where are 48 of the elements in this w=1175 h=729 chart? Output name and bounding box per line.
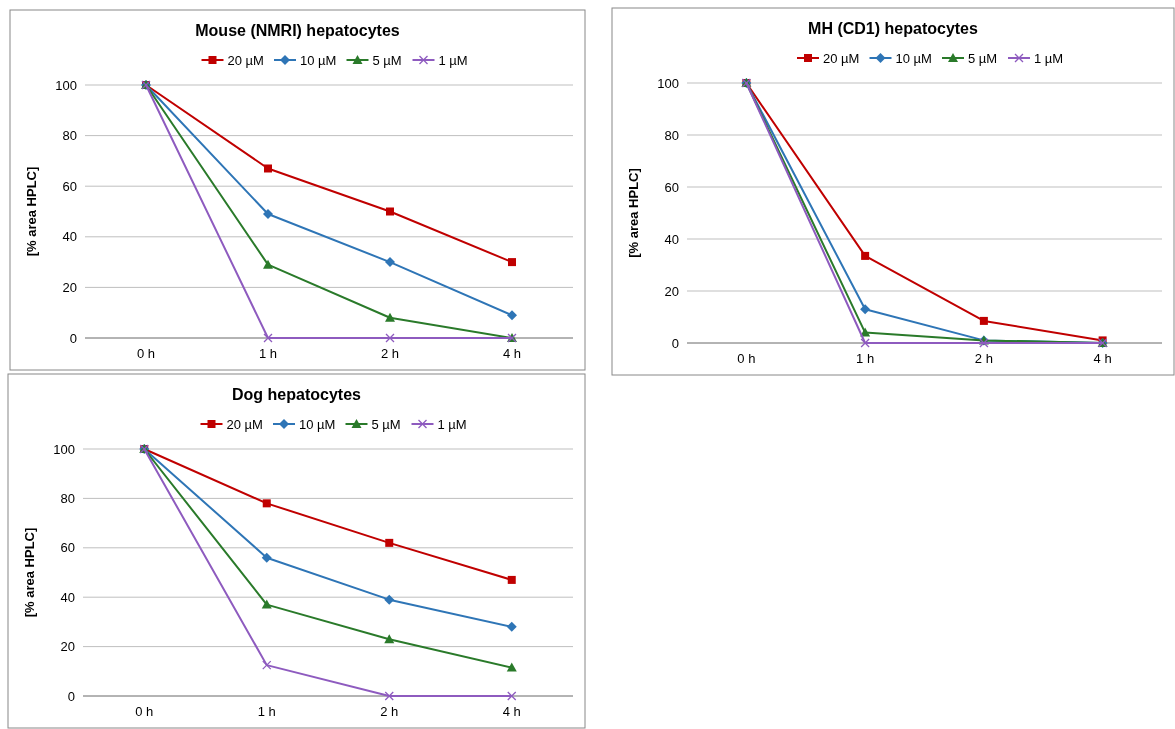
legend-label: 20 µM xyxy=(823,50,860,66)
y-tick-label: 40 xyxy=(60,589,75,605)
y-tick-label: 60 xyxy=(60,540,75,556)
y-axis-title: [% area HPLC] xyxy=(22,527,37,618)
legend-label: 5 µM xyxy=(968,50,998,66)
y-tick-label: 100 xyxy=(55,77,77,93)
x-tick-label: 0 h xyxy=(136,346,156,361)
legend-label: 20 µM xyxy=(227,52,264,68)
y-tick-label: 0 xyxy=(67,688,75,704)
y-tick-label: 60 xyxy=(62,178,77,194)
legend-label: 20 µM xyxy=(226,416,263,432)
legend-label: 10 µM xyxy=(300,52,337,68)
legend-label: 1 µM xyxy=(438,52,468,68)
chart-title: MH (CD1) hepatocytes xyxy=(808,20,978,37)
x-tick-label: 1 h xyxy=(258,346,278,361)
legend-label: 10 µM xyxy=(895,50,932,66)
x-tick-label: 1 h xyxy=(856,351,875,366)
y-tick-label: 0 xyxy=(671,335,679,351)
chart-title: Mouse (NMRI) hepatocytes xyxy=(195,22,400,39)
y-tick-label: 20 xyxy=(62,279,77,295)
y-tick-label: 40 xyxy=(664,231,679,247)
x-tick-label: 2 h xyxy=(380,346,400,361)
x-tick-label: 4 h xyxy=(502,704,521,719)
y-tick-label: 80 xyxy=(62,128,77,144)
legend-label: 1 µM xyxy=(437,416,467,432)
y-axis-title: [% area HPLC] xyxy=(24,166,39,257)
y-tick-label: 0 xyxy=(69,330,77,346)
x-tick-label: 1 h xyxy=(257,704,276,719)
y-tick-label: 40 xyxy=(62,229,77,245)
y-axis-title: [% area HPLC] xyxy=(626,168,641,258)
x-tick-label: 4 h xyxy=(502,346,522,361)
y-tick-label: 100 xyxy=(657,75,679,91)
y-tick-label: 80 xyxy=(60,490,75,506)
y-tick-label: 20 xyxy=(664,283,679,299)
x-tick-label: 4 h xyxy=(1093,351,1112,366)
x-tick-label: 0 h xyxy=(135,704,154,719)
x-tick-label: 2 h xyxy=(380,704,399,719)
chart-title: Dog hepatocytes xyxy=(232,386,362,403)
y-tick-label: 100 xyxy=(53,441,75,457)
legend-label: 5 µM xyxy=(371,416,401,432)
x-tick-label: 0 h xyxy=(737,351,756,366)
y-tick-label: 20 xyxy=(60,639,75,655)
y-tick-label: 60 xyxy=(664,179,679,195)
legend-label: 5 µM xyxy=(372,52,402,68)
y-tick-label: 80 xyxy=(664,127,679,143)
legend-label: 1 µM xyxy=(1034,50,1064,66)
x-tick-label: 2 h xyxy=(974,351,993,366)
legend-label: 10 µM xyxy=(299,416,336,432)
